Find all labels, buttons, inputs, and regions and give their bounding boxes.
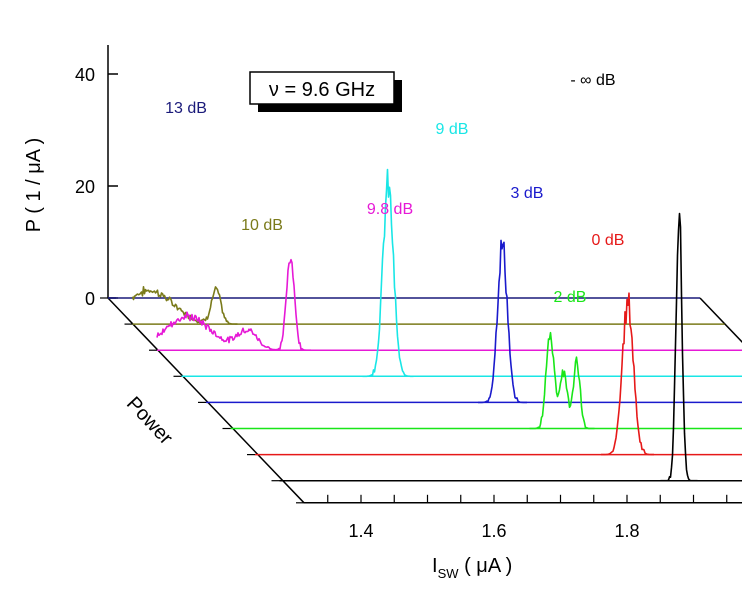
x-axis-label-unit: ( μA ) [459, 555, 513, 577]
series-label: 13 dB [165, 100, 207, 117]
series-trace [156, 258, 311, 351]
annotation-text: ν = 9.6 GHz [269, 79, 375, 101]
series-trace [478, 239, 527, 404]
y-tick-label: 40 [75, 65, 95, 85]
series-label: - ∞ dB [570, 72, 615, 89]
series-trace [362, 168, 414, 378]
series-label: 2 dB [554, 289, 587, 306]
y-axis-label: P ( 1 / μA ) [23, 138, 45, 233]
frequency-annotation: ν = 9.6 GHz [249, 71, 402, 112]
depth-axis-right-line [699, 297, 742, 343]
x-tick-label: 1.6 [481, 521, 506, 541]
y-tick-label: 20 [75, 177, 95, 197]
series-label: 9.8 dB [367, 201, 413, 218]
y-tick-label: 0 [85, 289, 95, 309]
x-tick-label: 1.4 [348, 521, 373, 541]
series-trace [529, 331, 595, 430]
series-label: 9 dB [436, 121, 469, 138]
traces [108, 168, 742, 482]
series-trace [660, 212, 698, 482]
series-label: 10 dB [241, 217, 283, 234]
series-label: 3 dB [511, 185, 544, 202]
x-axis-label: ISW ( μA ) [432, 555, 512, 581]
series-label: 0 dB [592, 232, 625, 249]
series-trace [601, 292, 654, 456]
series-trace [131, 286, 238, 325]
x-tick-label: 1.8 [614, 521, 639, 541]
depth-axis-label: Power [122, 393, 177, 450]
x-axis-label-main: I [432, 555, 438, 577]
annotation-box [249, 71, 395, 105]
depth-axis-line [107, 297, 305, 504]
x-axis-label-sub: SW [438, 566, 460, 581]
axes [100, 45, 742, 504]
labels: 0 20 40 1.4 1.6 1.8 13 dB 10 dB 9.8 dB 9 dB 3 dB 2 … [75, 65, 640, 541]
